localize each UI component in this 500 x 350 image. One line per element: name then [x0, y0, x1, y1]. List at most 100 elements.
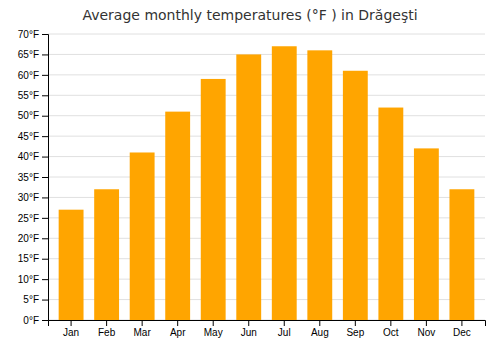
y-tick-label: 15°F	[18, 253, 39, 264]
x-tick-mark	[213, 320, 214, 326]
x-tick-label: Sep	[346, 327, 364, 338]
x-tick-label: Aug	[311, 327, 329, 338]
y-tick: 25°F	[18, 213, 48, 224]
bar	[378, 108, 403, 320]
x-tick-label: Apr	[170, 327, 186, 338]
y-tick-label: 55°F	[18, 90, 39, 101]
y-tick-mark	[42, 320, 48, 321]
y-tick-label: 50°F	[18, 110, 39, 121]
y-tick: 60°F	[18, 70, 48, 81]
x-tick-mark	[177, 320, 178, 326]
grid-line	[48, 74, 485, 75]
x-tick-mark	[248, 320, 249, 326]
x-tick-label: Nov	[417, 327, 435, 338]
y-tick-label: 0°F	[23, 315, 39, 326]
x-axis-line	[49, 321, 486, 327]
y-tick-label: 45°F	[18, 131, 39, 142]
y-tick: 0°F	[23, 315, 48, 326]
bar	[236, 54, 261, 320]
chart-title: Average monthly temperatures (°F ) in Dr…	[82, 7, 417, 23]
y-tick-mark	[42, 300, 48, 301]
x-tick-mark	[71, 320, 72, 326]
bar	[307, 50, 332, 320]
y-tick: 20°F	[18, 233, 48, 244]
x-tick: Apr	[170, 320, 186, 338]
x-tick: Mar	[134, 320, 152, 338]
y-tick: 40°F	[18, 151, 48, 162]
grid-line	[48, 115, 485, 116]
bar	[201, 79, 226, 320]
x-tick-label: May	[204, 327, 223, 338]
y-tick-mark	[42, 177, 48, 178]
y-tick: 45°F	[18, 131, 48, 142]
y-tick: 5°F	[23, 294, 48, 305]
x-tick: Jan	[63, 320, 79, 338]
x-tick-mark	[319, 320, 320, 326]
grid-line	[48, 34, 485, 35]
x-tick: Aug	[311, 320, 329, 338]
x-tick-mark	[390, 320, 391, 326]
x-tick-mark	[426, 320, 427, 326]
y-tick: 70°F	[18, 29, 48, 40]
y-tick: 35°F	[18, 172, 48, 183]
y-tick: 15°F	[18, 253, 48, 264]
x-tick-mark	[461, 320, 462, 326]
y-tick: 30°F	[18, 192, 48, 203]
y-axis-line	[42, 35, 49, 321]
y-tick-label: 70°F	[18, 29, 39, 40]
y-tick-mark	[42, 116, 48, 117]
x-tick: Dec	[453, 320, 471, 338]
x-tick-label: Jul	[278, 327, 291, 338]
y-tick-label: 40°F	[18, 151, 39, 162]
plot: 0°F 5°F 10°F 15°F 20°F 25°F 30°F 35°F 40°F 45°F 50…	[18, 29, 486, 338]
x-tick-mark	[355, 320, 356, 326]
x-tick-label: Mar	[134, 327, 152, 338]
y-tick-mark	[42, 238, 48, 239]
y-tick-label: 30°F	[18, 192, 39, 203]
y-tick-mark	[42, 95, 48, 96]
y-tick: 55°F	[18, 90, 48, 101]
x-tick-label: Oct	[383, 327, 399, 338]
y-axis: 0°F 5°F 10°F 15°F 20°F 25°F 30°F 35°F 40°F 45°F 50…	[18, 29, 49, 326]
x-tick-label: Jun	[241, 327, 257, 338]
y-tick-mark	[42, 218, 48, 219]
y-tick-label: 10°F	[18, 274, 39, 285]
y-tick: 50°F	[18, 110, 48, 121]
x-tick: Feb	[98, 320, 116, 338]
x-tick: May	[204, 320, 223, 338]
y-tick-mark	[42, 279, 48, 280]
y-tick-mark	[42, 54, 48, 55]
x-tick: Sep	[346, 320, 364, 338]
bar	[449, 189, 474, 320]
y-tick-label: 35°F	[18, 172, 39, 183]
y-tick-mark	[42, 259, 48, 260]
x-axis: Jan Feb Mar Apr May Jun Jul Aug Sep Oct Nov Dec	[49, 320, 486, 338]
x-tick: Jun	[241, 320, 257, 338]
y-tick-label: 25°F	[18, 213, 39, 224]
chart: Average monthly temperatures (°F ) in Dr…	[0, 0, 500, 350]
y-tick-label: 60°F	[18, 70, 39, 81]
x-tick: Oct	[383, 320, 399, 338]
grid-line	[48, 136, 485, 137]
y-tick-mark	[42, 136, 48, 137]
x-tick-label: Feb	[98, 327, 116, 338]
bar	[343, 71, 368, 320]
bar	[414, 148, 439, 320]
y-tick-label: 65°F	[18, 49, 39, 60]
x-tick: Jul	[278, 320, 291, 338]
x-tick-mark	[142, 320, 143, 326]
x-tick-label: Dec	[453, 327, 471, 338]
x-tick-mark	[106, 320, 107, 326]
y-tick-mark	[42, 197, 48, 198]
y-tick-label: 20°F	[18, 233, 39, 244]
y-tick-mark	[42, 75, 48, 76]
grid-line	[48, 54, 485, 55]
grid-line	[48, 95, 485, 96]
grid	[48, 34, 485, 320]
x-tick-label: Jan	[63, 327, 79, 338]
y-tick: 65°F	[18, 49, 48, 60]
y-tick-label: 5°F	[23, 294, 39, 305]
bar	[272, 46, 297, 320]
y-tick-mark	[42, 157, 48, 158]
bar	[59, 210, 84, 320]
